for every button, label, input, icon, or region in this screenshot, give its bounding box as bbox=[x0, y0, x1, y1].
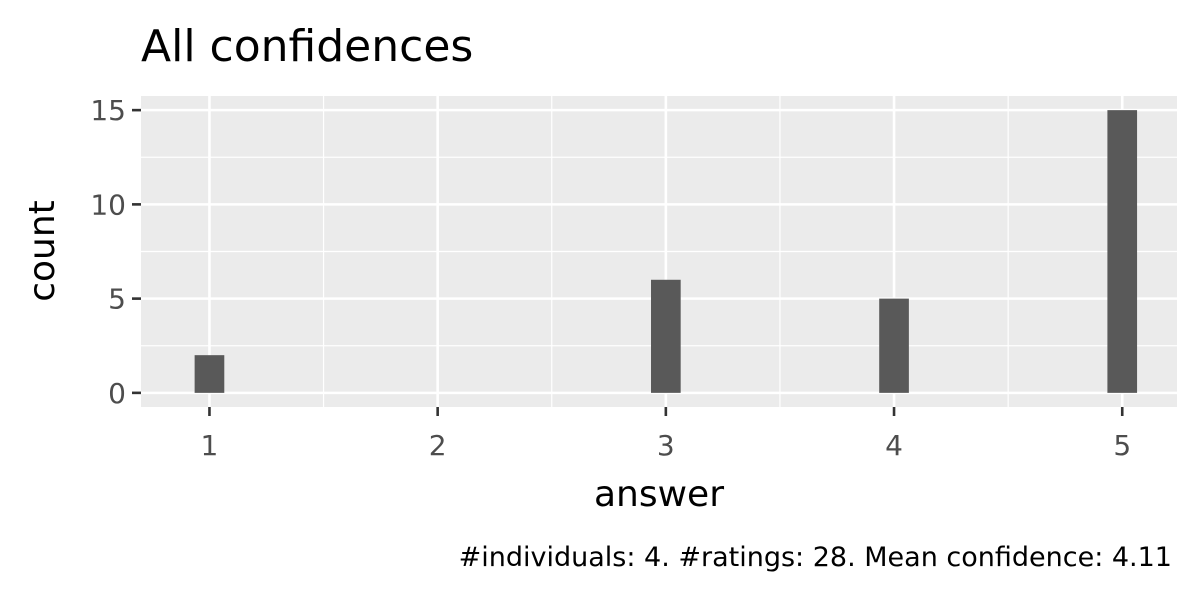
bar bbox=[1107, 110, 1138, 393]
y-axis-title: count bbox=[22, 200, 63, 302]
y-tick-label: 10 bbox=[90, 188, 126, 221]
x-tick-label: 4 bbox=[885, 429, 903, 462]
y-tick-label: 15 bbox=[90, 94, 126, 127]
x-tick-label: 5 bbox=[1113, 429, 1131, 462]
x-tick-label: 2 bbox=[429, 429, 447, 462]
x-tick-label: 1 bbox=[201, 429, 219, 462]
major-grid bbox=[141, 96, 1177, 407]
y-axis: 0 5 10 15 bbox=[90, 94, 141, 410]
y-tick-label: 5 bbox=[108, 283, 126, 316]
bar bbox=[651, 279, 681, 393]
bar bbox=[194, 355, 225, 393]
x-axis: 1 2 3 4 5 bbox=[201, 407, 1131, 462]
bar bbox=[879, 298, 909, 393]
chart-caption: #individuals: 4. #ratings: 28. Mean conf… bbox=[459, 542, 1172, 573]
x-axis-title: answer bbox=[594, 474, 724, 515]
y-tick-label: 0 bbox=[108, 377, 126, 410]
bars bbox=[194, 110, 1138, 393]
x-tick-label: 3 bbox=[657, 429, 675, 462]
chart-title: All confidences bbox=[141, 21, 473, 72]
minor-grid bbox=[141, 96, 1177, 407]
